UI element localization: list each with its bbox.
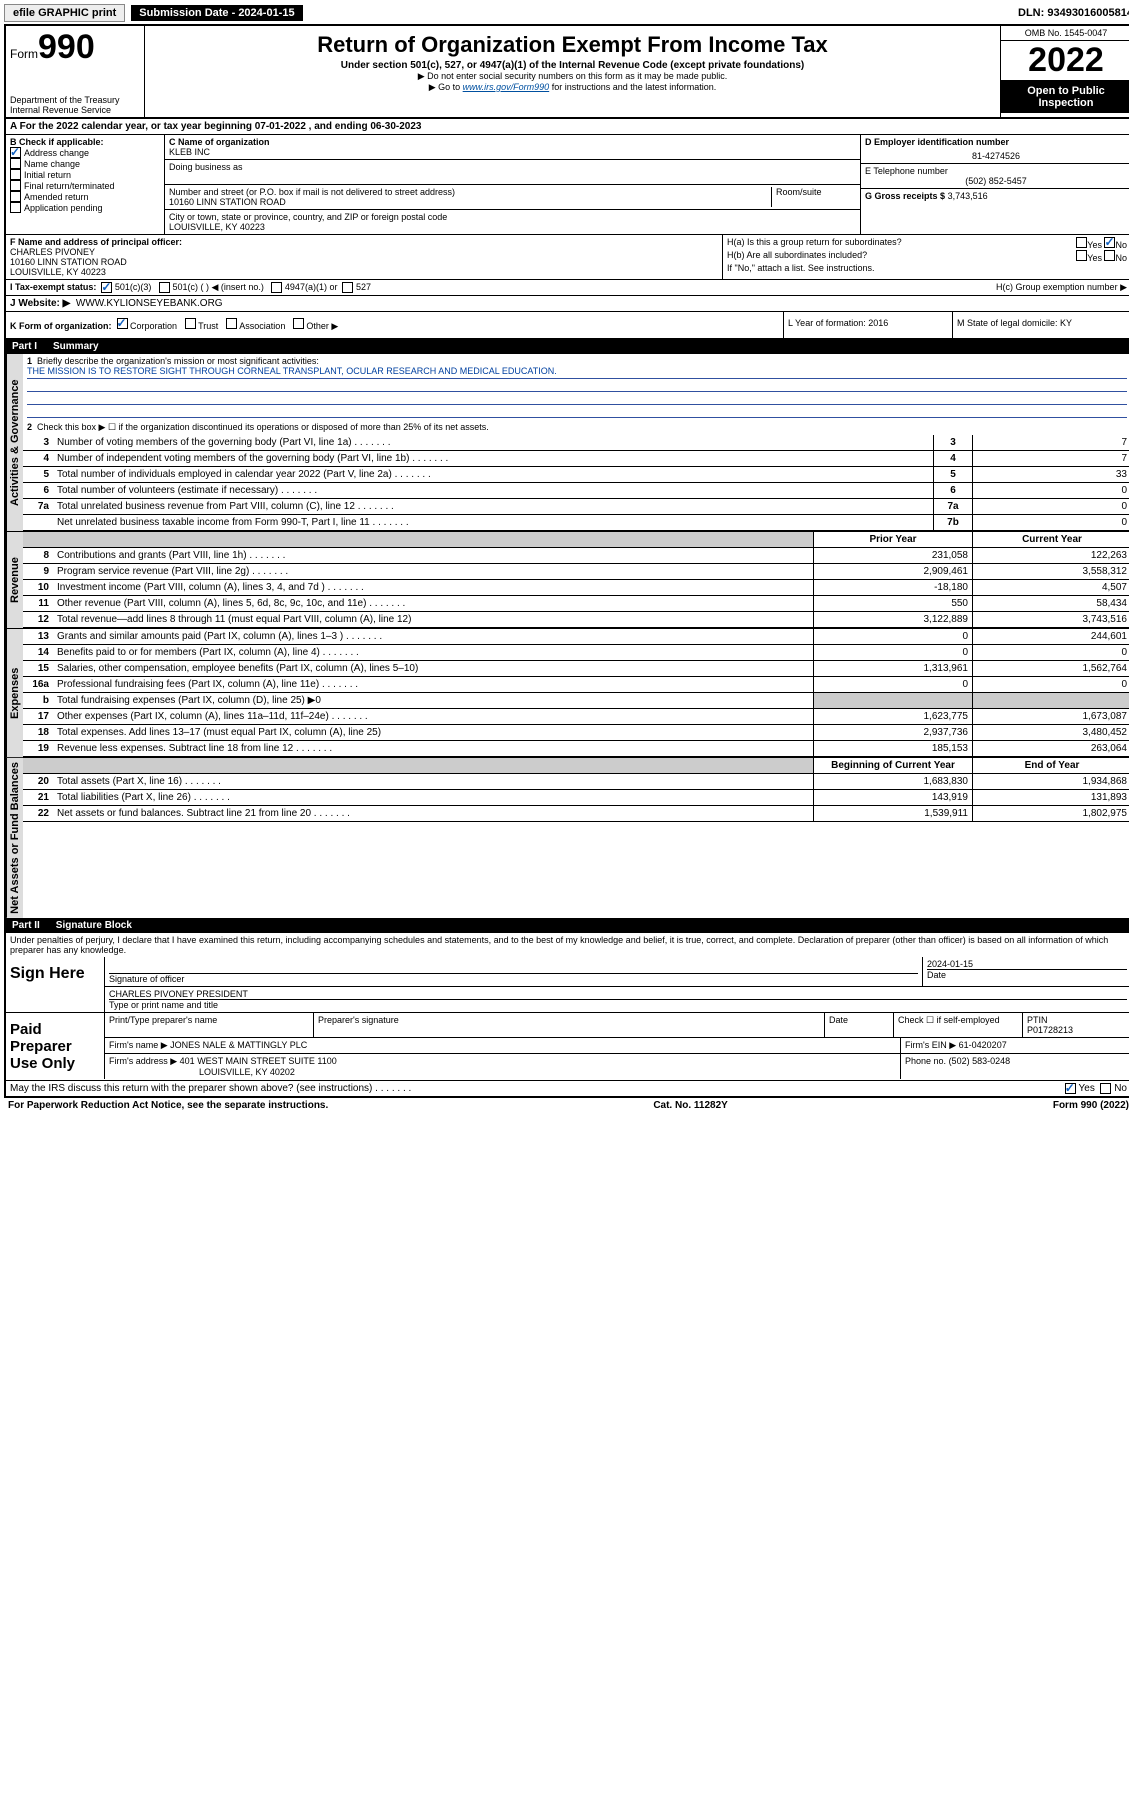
irs-link[interactable]: www.irs.gov/Form990 — [463, 82, 550, 92]
org-name: KLEB INC — [169, 147, 856, 157]
paid-preparer-row: Paid Preparer Use Only Print/Type prepar… — [6, 1013, 1129, 1081]
check-amended[interactable] — [10, 191, 21, 202]
netassets-table: Beginning of Current YearEnd of Year 20T… — [23, 758, 1129, 822]
box-deg: D Employer identification number 81-4274… — [860, 135, 1129, 234]
check-initial-return[interactable] — [10, 169, 21, 180]
section-klm: K Form of organization: Corporation Trus… — [6, 312, 1129, 339]
check-address-change[interactable] — [10, 147, 21, 158]
expenses-table: 13Grants and similar amounts paid (Part … — [23, 629, 1129, 757]
tax-year-line: A For the 2022 calendar year, or tax yea… — [6, 119, 1129, 135]
officer-name: CHARLES PIVONEY — [10, 247, 718, 257]
sign-here-row: Sign Here Signature of officer 2024-01-1… — [6, 957, 1129, 1013]
irs-label: Internal Revenue Service — [10, 105, 140, 115]
submission-date: Submission Date - 2024-01-15 — [131, 5, 302, 21]
part1-header: Part I Summary — [6, 339, 1129, 354]
summary-revenue: Revenue Prior YearCurrent Year 8Contribu… — [6, 532, 1129, 629]
gross-receipts: 3,743,516 — [948, 191, 988, 201]
org-city: LOUISVILLE, KY 40223 — [169, 222, 856, 232]
officer-printed-name: CHARLES PIVONEY PRESIDENT — [109, 989, 1127, 999]
check-final-return[interactable] — [10, 180, 21, 191]
ptin-value: P01728213 — [1027, 1025, 1073, 1035]
check-discuss-no[interactable] — [1100, 1083, 1111, 1094]
website-value: WWW.KYLIONSEYEBANK.ORG — [76, 298, 223, 309]
revenue-table: Prior YearCurrent Year 8Contributions an… — [23, 532, 1129, 628]
mission-text: THE MISSION IS TO RESTORE SIGHT THROUGH … — [27, 366, 1127, 379]
org-address: 10160 LINN STATION ROAD — [169, 197, 771, 207]
section-i: I Tax-exempt status: 501(c)(3) 501(c) ( … — [6, 280, 1129, 296]
phone-value: (502) 852-5457 — [865, 176, 1127, 186]
summary-expenses: Expenses 13Grants and similar amounts pa… — [6, 629, 1129, 758]
dept-label: Department of the Treasury — [10, 95, 140, 105]
part2-header: Part II Signature Block — [6, 918, 1129, 933]
check-pending[interactable] — [10, 202, 21, 213]
section-j: J Website: ▶ WWW.KYLIONSEYEBANK.ORG — [6, 296, 1129, 312]
box-b: B Check if applicable: Address change Na… — [6, 135, 165, 234]
firm-phone: (502) 583-0248 — [949, 1056, 1011, 1066]
page-footer: For Paperwork Reduction Act Notice, see … — [4, 1098, 1129, 1113]
tax-year: 2022 — [1001, 41, 1129, 81]
form-number: Form990 — [10, 28, 140, 67]
governance-table: 3Number of voting members of the governi… — [23, 435, 1129, 531]
check-name-change[interactable] — [10, 158, 21, 169]
may-irs-discuss: May the IRS discuss this return with the… — [6, 1081, 1129, 1096]
dln-label: DLN: 93493016005814 — [1018, 7, 1129, 19]
box-c: C Name of organization KLEB INC Doing bu… — [165, 135, 860, 234]
form-container: Form990 Department of the Treasury Inter… — [4, 24, 1129, 1098]
form-header: Form990 Department of the Treasury Inter… — [6, 26, 1129, 119]
summary-netassets: Net Assets or Fund Balances Beginning of… — [6, 758, 1129, 918]
form-title: Return of Organization Exempt From Incom… — [149, 32, 996, 58]
subtitle-1: Under section 501(c), 527, or 4947(a)(1)… — [149, 60, 996, 71]
firm-ein: 61-0420207 — [959, 1040, 1007, 1050]
efile-print-button[interactable]: efile GRAPHIC print — [4, 4, 125, 22]
check-discuss-yes[interactable] — [1065, 1083, 1076, 1094]
perjury-declaration: Under penalties of perjury, I declare th… — [6, 933, 1129, 957]
subtitle-3: ▶ Go to www.irs.gov/Form990 for instruct… — [149, 82, 996, 93]
inspection-badge: Open to Public Inspection — [1001, 81, 1129, 113]
sign-date: 2024-01-15 — [927, 959, 1127, 969]
ein-value: 81-4274526 — [865, 151, 1127, 161]
firm-name: JONES NALE & MATTINGLY PLC — [170, 1040, 307, 1050]
check-501c3[interactable] — [101, 282, 112, 293]
summary-governance: Activities & Governance 1 Briefly descri… — [6, 354, 1129, 532]
top-toolbar: efile GRAPHIC print Submission Date - 20… — [4, 4, 1129, 22]
subtitle-2: ▶ Do not enter social security numbers o… — [149, 71, 996, 82]
section-abcdefg: B Check if applicable: Address change Na… — [6, 135, 1129, 235]
omb-number: OMB No. 1545-0047 — [1001, 26, 1129, 41]
section-fh: F Name and address of principal officer:… — [6, 235, 1129, 280]
